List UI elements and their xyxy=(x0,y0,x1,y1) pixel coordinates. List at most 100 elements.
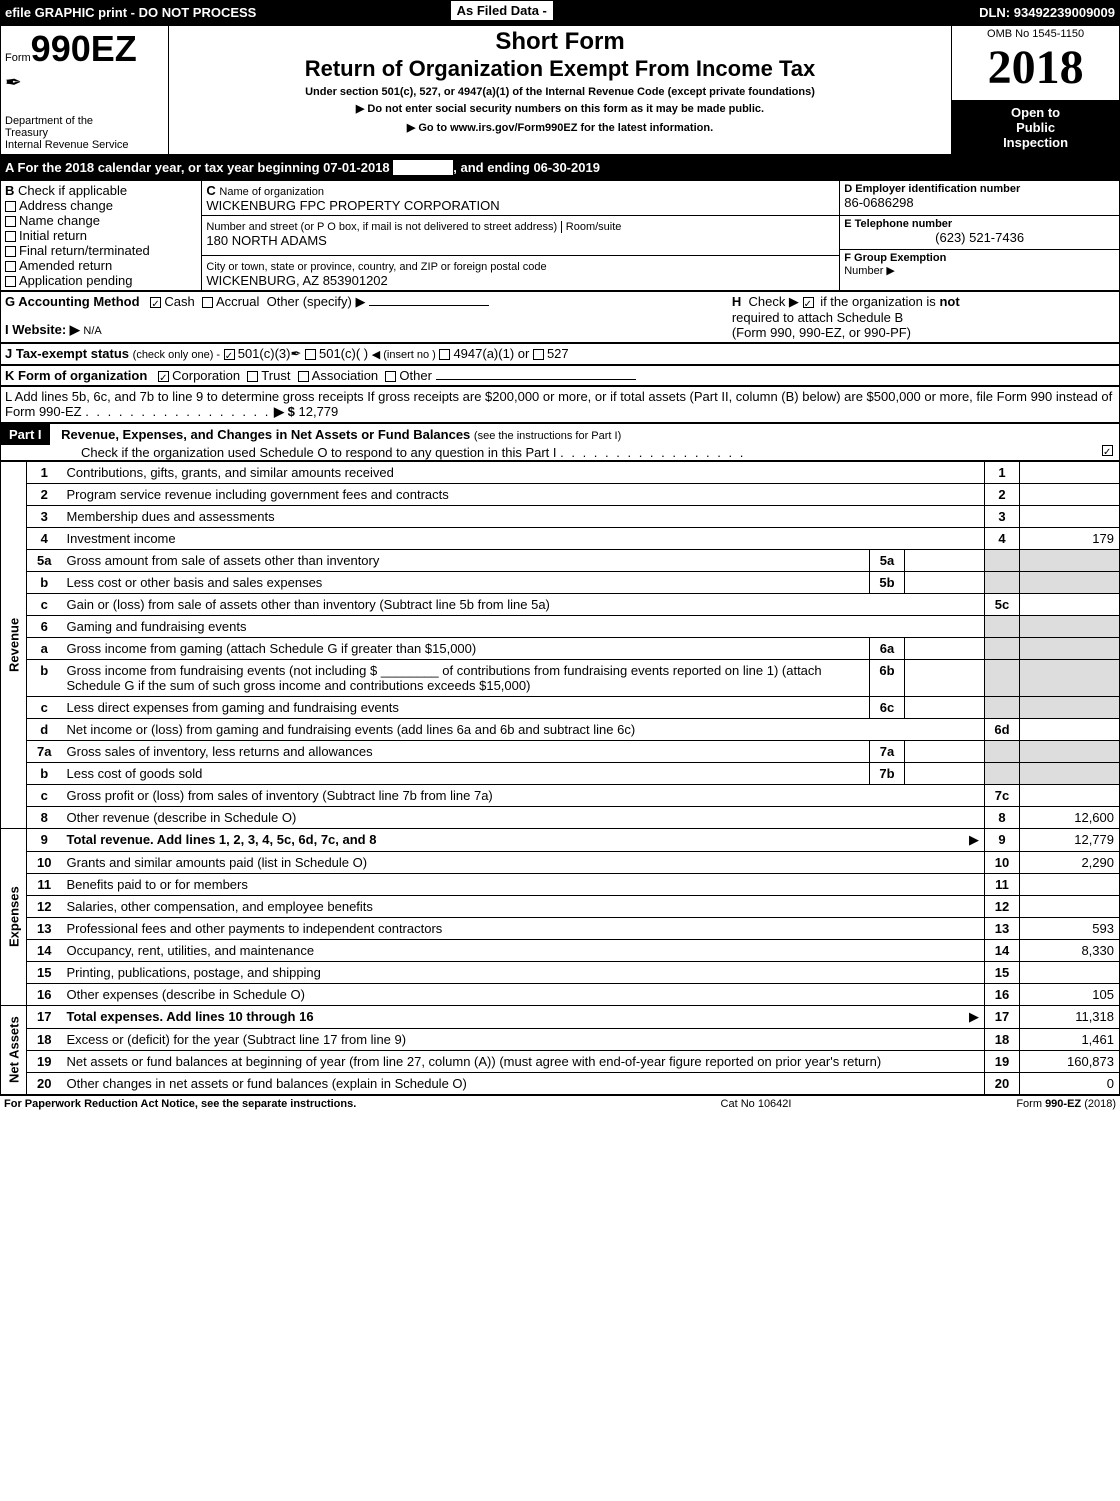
section-expenses: Expenses xyxy=(1,828,27,1005)
line-value[interactable] xyxy=(1020,505,1120,527)
line-value[interactable] xyxy=(1020,961,1120,983)
j-opt2: 501(c)( ) xyxy=(319,346,368,361)
name-change-label: Name change xyxy=(19,213,100,228)
line-number: a xyxy=(27,637,62,659)
k-corp-checkbox[interactable] xyxy=(158,371,169,382)
line-text: Less cost or other basis and sales expen… xyxy=(62,571,870,593)
line-value[interactable] xyxy=(1020,873,1120,895)
j-opt1: 501(c)(3) xyxy=(238,346,291,361)
line-text: Gross sales of inventory, less returns a… xyxy=(62,740,870,762)
addr-change-checkbox[interactable] xyxy=(5,201,16,212)
line-text: Less cost of goods sold xyxy=(62,762,870,784)
short-form-title: Short Form xyxy=(173,28,947,56)
subline-value[interactable] xyxy=(905,762,985,784)
line-number: 8 xyxy=(27,806,62,828)
line-value[interactable]: 12,600 xyxy=(1020,806,1120,828)
line-value[interactable] xyxy=(1020,718,1120,740)
other-specify-input[interactable] xyxy=(369,305,489,306)
line-row: 14Occupancy, rent, utilities, and mainte… xyxy=(1,939,1120,961)
h-text3: required to attach Schedule B xyxy=(732,310,903,325)
j-527-checkbox[interactable] xyxy=(533,349,544,360)
line-text: Grants and similar amounts paid (list in… xyxy=(62,851,985,873)
line-a-end: 06-30-2019 xyxy=(533,160,600,175)
line-text: Program service revenue including govern… xyxy=(62,483,985,505)
line-box: 13 xyxy=(985,917,1020,939)
addr-change-label: Address change xyxy=(19,198,113,213)
h-text2: if the organization is xyxy=(820,294,936,309)
dept-line1: Department of the xyxy=(5,115,164,127)
k-assoc-checkbox[interactable] xyxy=(298,371,309,382)
h-check: Check ▶ xyxy=(748,294,798,309)
line-value[interactable] xyxy=(1020,784,1120,806)
line-value[interactable]: 2,290 xyxy=(1020,851,1120,873)
line-number: 15 xyxy=(27,961,62,983)
line-value[interactable]: 593 xyxy=(1020,917,1120,939)
k-other-checkbox[interactable] xyxy=(385,371,396,382)
line-text: Occupancy, rent, utilities, and maintena… xyxy=(62,939,985,961)
part1-schedule-o-checkbox[interactable] xyxy=(1102,445,1113,456)
line-text: Other changes in net assets or fund bala… xyxy=(62,1072,985,1094)
line-text: Gross profit or (loss) from sales of inv… xyxy=(62,784,985,806)
line-value[interactable] xyxy=(1020,895,1120,917)
grey-box xyxy=(985,740,1020,762)
h-checkbox[interactable] xyxy=(803,297,814,308)
j-line: J Tax-exempt status (check only one) - 5… xyxy=(0,343,1120,365)
cash-checkbox[interactable] xyxy=(150,297,161,308)
line-box: 20 xyxy=(985,1072,1020,1094)
line-value[interactable]: 179 xyxy=(1020,527,1120,549)
line-a: A For the 2018 calendar year, or tax yea… xyxy=(0,155,1120,180)
j-501c3-checkbox[interactable] xyxy=(224,349,235,360)
k-trust-checkbox[interactable] xyxy=(247,371,258,382)
phone-value: (623) 521-7436 xyxy=(844,230,1115,245)
line-value[interactable] xyxy=(1020,461,1120,483)
subline-value[interactable] xyxy=(905,659,985,696)
tax-year: 2018 xyxy=(956,40,1115,95)
amended-label: Amended return xyxy=(19,258,112,273)
part1-label: Part I xyxy=(1,424,50,445)
line-row: 13Professional fees and other payments t… xyxy=(1,917,1120,939)
subline-value[interactable] xyxy=(905,740,985,762)
amended-checkbox[interactable] xyxy=(5,261,16,272)
j-4947-checkbox[interactable] xyxy=(439,349,450,360)
other-label: Other (specify) ▶ xyxy=(267,294,366,309)
accrual-label: Accrual xyxy=(216,294,259,309)
main-table: Revenue1Contributions, gifts, grants, an… xyxy=(0,461,1120,1095)
initial-checkbox[interactable] xyxy=(5,231,16,242)
grey-box xyxy=(985,659,1020,696)
accrual-checkbox[interactable] xyxy=(202,297,213,308)
line-number: 1 xyxy=(27,461,62,483)
line-number: 2 xyxy=(27,483,62,505)
subline-value[interactable] xyxy=(905,696,985,718)
line-number: b xyxy=(27,762,62,784)
line-value[interactable]: 160,873 xyxy=(1020,1050,1120,1072)
final-checkbox[interactable] xyxy=(5,246,16,257)
line-box: 14 xyxy=(985,939,1020,961)
entity-block: B Check if applicable Address change Nam… xyxy=(0,180,1120,291)
subline-value[interactable] xyxy=(905,571,985,593)
line-text: Benefits paid to or for members xyxy=(62,873,985,895)
pending-checkbox[interactable] xyxy=(5,276,16,287)
goto-link[interactable]: ▶ Go to www.irs.gov/Form990EZ for the la… xyxy=(407,122,713,134)
grey-box xyxy=(985,615,1020,637)
org-name: WICKENBURG FPC PROPERTY CORPORATION xyxy=(206,198,499,213)
line-value[interactable]: 105 xyxy=(1020,983,1120,1005)
line-value[interactable]: 11,318 xyxy=(1020,1005,1120,1028)
line-value[interactable] xyxy=(1020,483,1120,505)
line-value[interactable]: 12,779 xyxy=(1020,828,1120,851)
subline-value[interactable] xyxy=(905,637,985,659)
line-number: 4 xyxy=(27,527,62,549)
line-value[interactable]: 1,461 xyxy=(1020,1028,1120,1050)
line-value[interactable] xyxy=(1020,593,1120,615)
line-text: Investment income xyxy=(62,527,985,549)
k-other-input[interactable] xyxy=(436,379,636,380)
k-line: K Form of organization Corporation Trust… xyxy=(0,365,1120,386)
footer-right-form: 990-EZ xyxy=(1045,1098,1081,1110)
subline-value[interactable] xyxy=(905,549,985,571)
name-change-checkbox[interactable] xyxy=(5,216,16,227)
main-title: Return of Organization Exempt From Incom… xyxy=(173,56,947,82)
dept-line2: Treasury xyxy=(5,127,164,139)
line-value[interactable]: 0 xyxy=(1020,1072,1120,1094)
j-501c-checkbox[interactable] xyxy=(305,349,316,360)
line-a-text2: , and ending xyxy=(453,160,533,175)
line-value[interactable]: 8,330 xyxy=(1020,939,1120,961)
